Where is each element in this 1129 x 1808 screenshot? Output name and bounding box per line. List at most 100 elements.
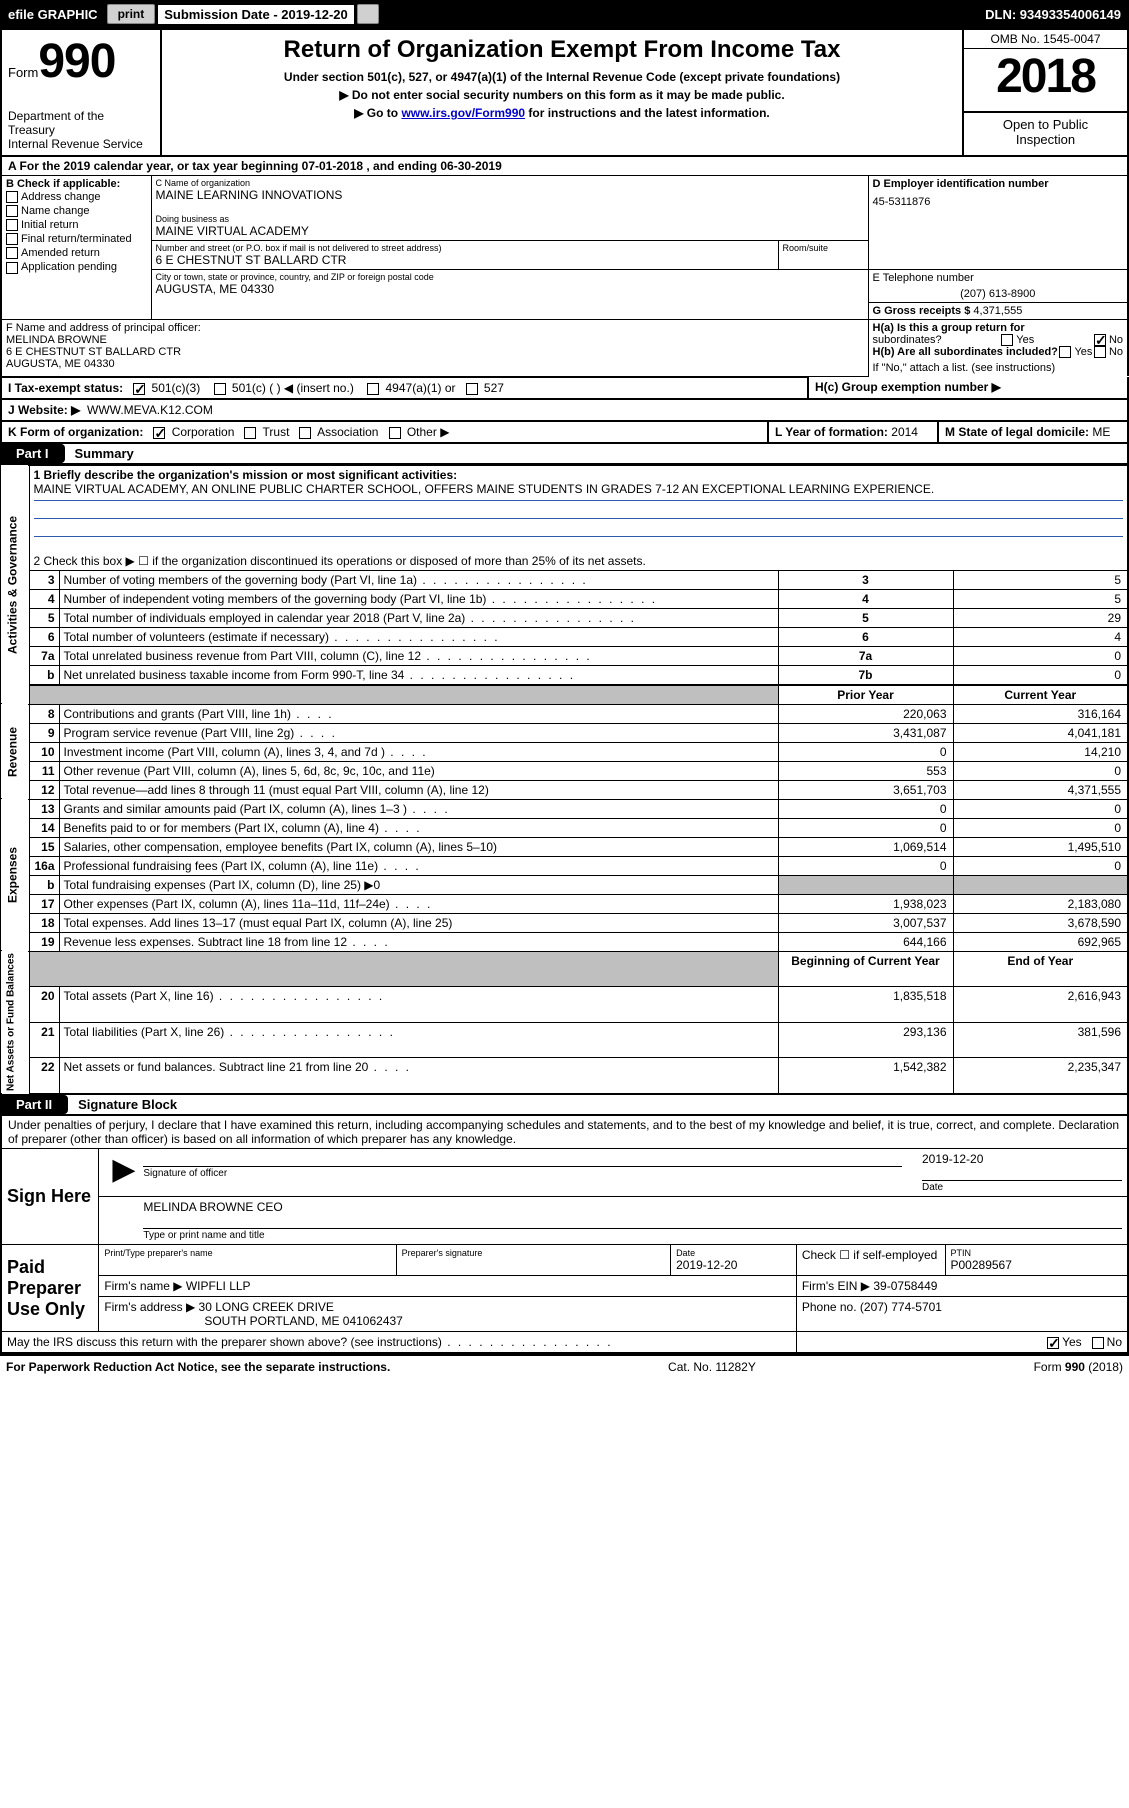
website-value: WWW.MEVA.K12.COM [87,403,213,417]
firm-name: WIPFLI LLP [186,1279,251,1293]
end-year-header: End of Year [953,951,1128,987]
cb-application-pending[interactable]: Application pending [6,260,147,274]
phone-value: (207) 613-8900 [873,288,1124,300]
side-expenses: Expenses [1,799,29,951]
dropdown-button[interactable] [357,4,379,24]
discuss-yes[interactable]: Yes [1047,1335,1082,1349]
begin-year-header: Beginning of Current Year [778,951,953,987]
cb-501c[interactable]: 501(c) ( ) ◀ (insert no.) [214,381,354,395]
summary-row: 19Revenue less expenses. Subtract line 1… [1,932,1128,951]
ein-value: 45-5311876 [873,196,1124,208]
prep-date: 2019-12-20 [676,1258,791,1272]
dba-label: Doing business as [156,214,864,224]
dept-irs: Internal Revenue Service [8,137,154,151]
line1-label: 1 Briefly describe the organization's mi… [34,468,458,482]
cb-initial-return[interactable]: Initial return [6,218,147,232]
summary-row: 11Other revenue (Part VIII, column (A), … [1,761,1128,780]
summary-row: 17Other expenses (Part IX, column (A), l… [1,894,1128,913]
tax-exempt-row: I Tax-exempt status: 501(c)(3) 501(c) ( … [1,377,808,398]
cb-name-change[interactable]: Name change [6,204,147,218]
submission-date: Submission Date - 2019-12-20 [158,5,354,24]
org-name-label: C Name of organization [156,178,864,188]
summary-row: 5Total number of individuals employed in… [1,608,1128,627]
ein-label: D Employer identification number [873,178,1124,190]
ptin-value: P00289567 [951,1258,1123,1272]
officer-label: F Name and address of principal officer: [6,322,864,334]
summary-row: 10Investment income (Part VIII, column (… [1,742,1128,761]
self-employed-check[interactable]: Check ☐ if self-employed [796,1245,945,1276]
efile-label: efile GRAPHIC [2,7,104,22]
mission-text: MAINE VIRTUAL ACADEMY, AN ONLINE PUBLIC … [34,482,935,496]
form-subtitle-2: ▶ Do not enter social security numbers o… [168,88,956,102]
cb-amended-return[interactable]: Amended return [6,246,147,260]
sign-date: 2019-12-20 [922,1152,1122,1166]
form-number: Form990 [8,34,154,89]
cb-other[interactable]: Other ▶ [389,425,450,439]
irs-link[interactable]: www.irs.gov/Form990 [401,106,525,120]
line2: 2 Check this box ▶ ☐ if the organization… [29,552,1128,571]
year-formation: L Year of formation: 2014 [768,421,938,443]
prior-year-header: Prior Year [778,685,953,705]
summary-row: 18Total expenses. Add lines 13–17 (must … [1,913,1128,932]
form-header: Form990 Department of the Treasury Inter… [0,28,1129,157]
officer-name: MELINDA BROWNE [6,334,864,346]
summary-row: bTotal fundraising expenses (Part IX, co… [1,875,1128,894]
sign-here-label: Sign Here [1,1149,99,1245]
side-net-assets: Net Assets or Fund Balances [1,951,29,1094]
officer-signature-line: Signature of officer [143,1166,902,1179]
officer-city: AUGUSTA, ME 04330 [6,358,864,370]
footer-right: Form 990 (2018) [1034,1360,1123,1374]
cb-4947[interactable]: 4947(a)(1) or [367,381,455,395]
summary-row: 14Benefits paid to or for members (Part … [1,818,1128,837]
cb-address-change[interactable]: Address change [6,190,147,204]
cb-501c3[interactable]: 501(c)(3) [133,381,200,395]
website-row: J Website: ▶ WWW.MEVA.K12.COM [1,399,1128,420]
form-subtitle-3: ▶ Go to www.irs.gov/Form990 for instruct… [168,106,956,120]
hc-row: H(c) Group exemption number ▶ [808,377,1128,398]
side-revenue: Revenue [1,704,29,799]
summary-row: 3Number of voting members of the governi… [1,570,1128,589]
form-title: Return of Organization Exempt From Incom… [168,36,956,64]
tax-year: 2018 [964,49,1127,104]
part2-header: Part II Signature Block [0,1095,1129,1116]
cb-corporation[interactable]: Corporation [153,425,234,439]
discuss-no[interactable]: No [1092,1335,1122,1349]
hb-yes[interactable]: Yes [1059,346,1092,358]
hb-no[interactable]: No [1094,346,1123,358]
officer-name-title: MELINDA BROWNE CEO [143,1200,1122,1214]
cb-association[interactable]: Association [299,425,378,439]
city-label: City or town, state or province, country… [156,272,864,282]
print-button[interactable]: print [107,4,156,24]
firm-addr1: 30 LONG CREEK DRIVE [199,1300,334,1314]
block-b-label: B Check if applicable: [6,178,147,190]
side-activities-governance: Activities & Governance [1,465,29,704]
dln-label: DLN: 93493354006149 [979,7,1127,22]
ha-label: H(a) Is this a group return for [873,322,1124,334]
ha-yes[interactable]: Yes [1001,334,1034,346]
summary-row: 21Total liabilities (Part X, line 26)293… [1,1022,1128,1058]
form-of-org-row: K Form of organization: Corporation Trus… [1,421,768,443]
dept-treasury: Department of the Treasury [8,109,154,137]
firm-addr2: SOUTH PORTLAND, ME 041062437 [204,1314,403,1328]
summary-row: 7aTotal unrelated business revenue from … [1,646,1128,665]
paid-preparer-label: Paid Preparer Use Only [1,1245,99,1332]
cb-trust[interactable]: Trust [244,425,289,439]
summary-row: 15Salaries, other compensation, employee… [1,837,1128,856]
entity-info-block: B Check if applicable: Address change Na… [0,175,1129,377]
cb-527[interactable]: 527 [466,381,504,395]
street-value: 6 E CHESTNUT ST BALLARD CTR [156,253,774,267]
org-name: MAINE LEARNING INNOVATIONS [156,188,864,202]
summary-row: bNet unrelated business taxable income f… [1,665,1128,685]
cb-final-return[interactable]: Final return/terminated [6,232,147,246]
room-label: Room/suite [783,243,864,253]
ha-no[interactable]: No [1094,334,1123,346]
part1-header: Part I Summary [0,444,1129,465]
form-subtitle-1: Under section 501(c), 527, or 4947(a)(1)… [168,70,956,84]
footer-left: For Paperwork Reduction Act Notice, see … [6,1360,390,1374]
officer-addr: 6 E CHESTNUT ST BALLARD CTR [6,346,864,358]
perjury-declaration: Under penalties of perjury, I declare th… [0,1116,1129,1148]
footer-mid: Cat. No. 11282Y [668,1360,756,1374]
city-value: AUGUSTA, ME 04330 [156,282,864,296]
line-a-tax-year: A For the 2019 calendar year, or tax yea… [0,157,1129,175]
summary-row: 9Program service revenue (Part VIII, lin… [1,723,1128,742]
